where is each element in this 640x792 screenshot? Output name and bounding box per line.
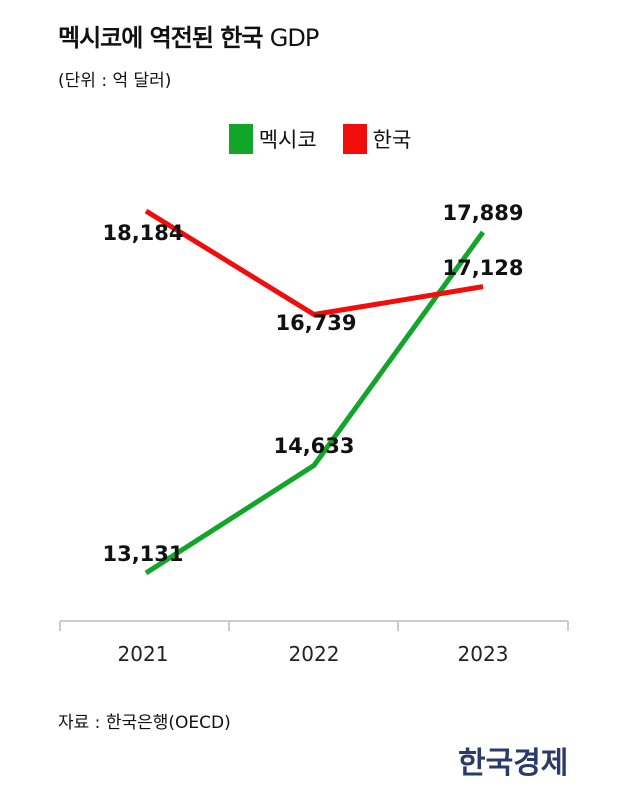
unit-label: (단위 : 억 달러): [58, 71, 172, 91]
legend-item-mexico: 멕시코: [228, 124, 317, 154]
legend-swatch-mexico: [228, 124, 253, 154]
legend-swatch-korea: [342, 124, 367, 154]
chart-title: 멕시코에 역전된 한국 GDP: [58, 18, 320, 53]
data-label: 14,633: [273, 434, 354, 458]
title-light: GDP: [269, 24, 320, 52]
x-tick-label: 2023: [458, 642, 509, 666]
series-line-mexico: [144, 230, 486, 576]
x-tick-label: 2021: [118, 642, 169, 666]
x-tick-label: 2022: [289, 642, 340, 666]
publisher-logo: 한국경제: [458, 746, 569, 781]
data-label: 13,131: [102, 542, 183, 566]
legend-label-mexico: 멕시코: [258, 128, 317, 152]
data-label: 16,739: [275, 311, 356, 335]
data-label: 17,128: [442, 256, 523, 280]
data-label: 17,889: [442, 201, 523, 225]
data-label: 18,184: [102, 221, 183, 245]
legend: 멕시코 한국: [0, 124, 640, 154]
title-bold: 멕시코에 역전된 한국: [58, 24, 263, 52]
legend-label-korea: 한국: [372, 128, 412, 152]
source-note: 자료 : 한국은행(OECD): [58, 713, 231, 733]
legend-item-korea: 한국: [342, 124, 412, 154]
